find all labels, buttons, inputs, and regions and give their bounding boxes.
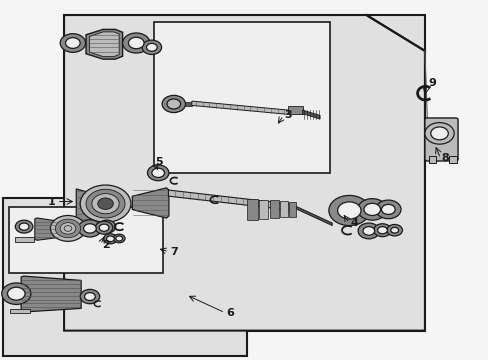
Circle shape	[80, 185, 131, 222]
Circle shape	[363, 203, 380, 216]
Circle shape	[337, 202, 360, 219]
Bar	[280, 201, 287, 217]
Circle shape	[381, 204, 394, 215]
Bar	[64, 15, 424, 330]
Bar	[64, 15, 424, 330]
Circle shape	[78, 220, 102, 237]
Bar	[448, 156, 456, 163]
Circle shape	[19, 223, 29, 230]
Circle shape	[122, 33, 150, 53]
Circle shape	[128, 37, 144, 49]
Bar	[246, 199, 257, 220]
Bar	[288, 106, 303, 114]
Polygon shape	[295, 206, 331, 226]
Circle shape	[7, 287, 25, 300]
Text: 7: 7	[169, 247, 177, 257]
Circle shape	[99, 224, 109, 231]
Circle shape	[113, 234, 125, 243]
Bar	[269, 201, 278, 219]
Text: 9: 9	[427, 78, 435, 88]
Polygon shape	[35, 218, 59, 240]
Polygon shape	[64, 15, 424, 330]
Polygon shape	[191, 101, 288, 114]
Circle shape	[373, 224, 390, 237]
Circle shape	[375, 200, 400, 219]
Circle shape	[386, 225, 402, 236]
Circle shape	[92, 194, 119, 214]
Circle shape	[106, 236, 114, 242]
Circle shape	[50, 216, 85, 241]
Circle shape	[60, 223, 76, 234]
Text: 4: 4	[349, 218, 357, 228]
Circle shape	[83, 224, 96, 233]
Polygon shape	[132, 188, 168, 218]
Circle shape	[362, 226, 374, 235]
Text: 6: 6	[225, 308, 233, 318]
Circle shape	[65, 38, 80, 48]
Circle shape	[357, 199, 386, 220]
Bar	[154, 22, 329, 173]
Circle shape	[60, 34, 85, 52]
Circle shape	[146, 43, 157, 51]
Circle shape	[64, 226, 72, 231]
Circle shape	[162, 95, 185, 113]
Circle shape	[430, 127, 447, 140]
Circle shape	[84, 293, 95, 301]
Polygon shape	[86, 30, 122, 59]
Circle shape	[424, 123, 453, 144]
Circle shape	[102, 223, 112, 230]
Circle shape	[390, 227, 398, 233]
Circle shape	[95, 221, 113, 234]
Text: 1: 1	[48, 197, 56, 207]
Bar	[96, 202, 105, 206]
Bar	[184, 102, 192, 106]
Polygon shape	[168, 190, 293, 211]
Circle shape	[377, 226, 386, 234]
Text: 8: 8	[441, 153, 448, 163]
Circle shape	[116, 236, 122, 241]
Text: 5: 5	[155, 157, 163, 167]
Polygon shape	[302, 110, 320, 119]
Circle shape	[142, 40, 161, 54]
Bar	[258, 199, 268, 219]
Text: 3: 3	[284, 111, 292, 121]
Bar	[428, 156, 435, 163]
FancyBboxPatch shape	[424, 118, 457, 161]
Circle shape	[328, 195, 369, 226]
Circle shape	[147, 165, 168, 181]
Circle shape	[55, 219, 81, 238]
Polygon shape	[21, 276, 81, 312]
Circle shape	[103, 234, 117, 244]
Circle shape	[152, 168, 164, 177]
Bar	[3, 198, 246, 356]
Bar	[9, 207, 163, 273]
Bar	[15, 237, 34, 242]
Circle shape	[98, 220, 116, 233]
Circle shape	[166, 99, 180, 109]
Bar	[10, 309, 30, 314]
Circle shape	[98, 198, 113, 210]
Polygon shape	[89, 32, 119, 57]
Circle shape	[86, 189, 125, 218]
Circle shape	[15, 220, 33, 233]
Circle shape	[1, 283, 31, 305]
Circle shape	[357, 223, 379, 239]
Polygon shape	[76, 189, 96, 224]
Circle shape	[80, 289, 100, 304]
Bar	[289, 202, 296, 217]
Text: 2: 2	[102, 239, 109, 249]
